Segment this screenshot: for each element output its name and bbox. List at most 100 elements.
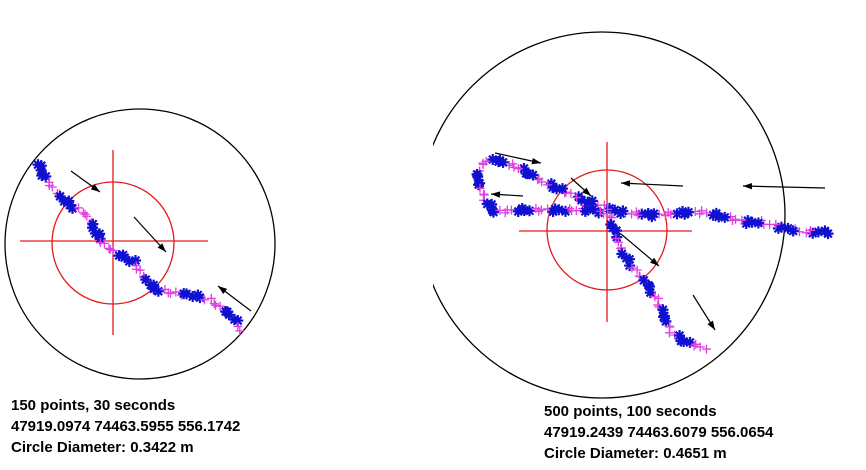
track-point-marker [209,299,219,309]
direction-arrow [620,233,660,267]
track-point-marker [475,183,485,193]
mean-coordinates-label: 47919.2439 74463.6079 556.0654 [544,424,774,441]
track-point-marker [140,274,152,286]
track-point-marker [40,170,52,182]
track-point-marker [123,255,135,267]
track-point-marker [644,287,656,299]
track-point-marker [87,222,99,234]
track-point-marker [518,162,530,174]
track-point-marker [616,248,628,260]
outer-boundary-circle [4,108,276,380]
track-point-marker [581,204,593,216]
track-point-marker [551,183,563,195]
track-point-marker [638,274,650,286]
track-point-marker [171,287,181,297]
track-point-marker [206,293,216,303]
track-point-marker [492,156,504,168]
direction-arrows [490,152,826,331]
track-point-marker [47,182,57,192]
track-point-marker [624,253,636,265]
track-point-marker [66,202,78,214]
track-point-marker [487,153,499,165]
track-point-marker [119,252,131,264]
outer-boundary-circle [433,31,786,399]
direction-arrow [133,216,167,253]
position-scatter-plot [433,31,834,399]
track-point-marker [689,341,699,351]
direction-arrow [570,177,592,197]
track-point-marker [587,203,599,215]
track-point-marker [487,206,499,218]
track-point-marker [632,265,642,275]
track-point-marker [603,202,615,214]
track-point-marker [547,182,559,194]
track-point-marker [478,159,488,169]
track-point-marker [812,226,824,238]
direction-arrow [217,285,252,312]
track-point-marker [520,167,532,179]
track-point-marker [719,211,731,223]
track-point-marker [559,205,571,217]
direction-arrows [70,170,252,312]
track-point-marker [615,207,627,219]
track-point-marker [775,221,787,233]
track-point-marker [82,211,92,221]
track-point-marker [653,293,663,303]
track-point-marker [199,295,209,305]
track-point-marker [582,196,594,208]
track-point-marker [671,208,683,220]
track-point-marker [524,205,536,217]
track-point-marker [660,210,670,220]
direction-arrow [742,183,826,190]
track-point-marker [130,254,142,266]
points-duration-label: 500 points, 100 seconds [544,403,717,420]
track-point-marker [737,215,747,225]
track-point-marker [593,207,605,219]
track-point-marker [472,171,484,183]
track-point-marker [660,315,672,327]
track-point-marker [631,207,641,217]
track-point-marker [610,225,622,237]
track-point-marker [506,205,516,215]
track-point-marker [684,336,696,348]
track-point-marker [486,198,498,210]
track-point-marker [148,283,160,295]
track-point-marker [513,164,523,174]
track-point-marker [572,193,582,203]
track-point-marker [233,321,243,331]
track-point-marker [152,285,164,297]
track-point-marker [787,225,799,237]
track-point-marker [135,265,145,275]
direction-arrow [70,170,101,193]
track-point-marker [108,246,118,256]
track-point-marker [682,206,694,218]
track-point-marker [165,288,175,298]
points-duration-label: 150 points, 30 seconds [11,397,176,414]
track-point-marker [473,179,485,191]
track-point-marker [99,238,109,248]
track-point-marker [701,344,711,354]
track-point-marker [627,263,637,273]
track-point-marker [605,218,617,230]
track-point-marker [807,227,819,239]
track-point-marker [553,204,565,216]
track-point-marker [752,217,764,229]
track-point-marker [678,335,690,347]
track-point-marker [573,191,585,203]
track-point-marker [479,190,489,200]
track-point-marker [527,169,539,181]
track-point-marker [223,309,235,321]
track-point-marker [536,205,546,215]
plot-panel-left: 150 points, 30 seconds 47919.0974 74463.… [4,108,276,456]
track-point-marker [819,225,831,237]
track-point-marker [805,225,815,235]
track-point-marker [556,183,568,195]
track-point-marker [772,222,784,234]
track-point-marker [533,175,543,185]
direction-arrow [620,180,684,187]
track-point-marker [54,190,66,202]
track-point-marker [565,203,575,213]
track-point-marker [728,216,738,226]
track-point-marker [642,207,654,219]
track-point-marker [95,238,105,248]
